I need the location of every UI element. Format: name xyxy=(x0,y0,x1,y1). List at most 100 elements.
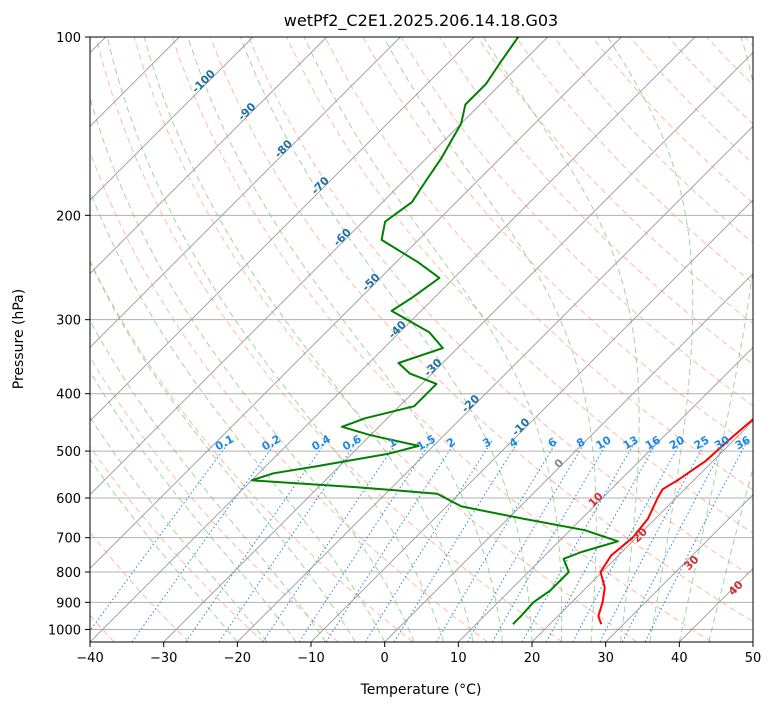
mixing-ratio-line xyxy=(572,440,683,642)
plot-frame xyxy=(89,36,754,643)
isotherm-line xyxy=(90,37,696,642)
mixing-ratio-label: 13 xyxy=(621,433,641,452)
dry-adiabat-line xyxy=(95,37,563,642)
moist-adiabat-line xyxy=(303,37,563,642)
moist-adiabat-line xyxy=(143,37,474,642)
mixing-ratio-label: 6 xyxy=(546,435,559,450)
x-tick-label: −30 xyxy=(150,651,177,666)
dry-adiabat-line xyxy=(133,37,638,642)
dry-adiabat-line xyxy=(90,531,190,642)
dry-adiabat-line xyxy=(591,37,753,204)
moist-adiabat-line xyxy=(90,416,268,642)
dry-adiabat-line xyxy=(90,356,339,642)
mixing-ratio-line xyxy=(131,440,278,642)
isotherm-line xyxy=(90,37,548,496)
dry-adiabat-line xyxy=(90,150,488,642)
dry-adiabat-line xyxy=(477,37,753,325)
isotherm-line xyxy=(752,641,753,642)
moist-adiabat-line xyxy=(607,37,694,642)
x-axis-label: Temperature (°C) xyxy=(360,682,482,698)
y-tick-label: 400 xyxy=(56,388,81,403)
x-tick-label: −40 xyxy=(76,651,103,666)
mixing-ratio-label: 0.2 xyxy=(260,432,283,453)
moist-adiabat-line xyxy=(708,466,753,642)
y-tick-label: 100 xyxy=(56,31,81,46)
moist-adiabat-line xyxy=(678,37,753,642)
moist-adiabat-line xyxy=(90,260,356,642)
profile-series xyxy=(250,37,753,625)
moist-adiabat-line xyxy=(187,37,503,642)
mixing-ratio-line xyxy=(545,440,659,642)
moist-adiabat-line xyxy=(90,319,327,642)
isotherm-label: -20 xyxy=(459,392,482,415)
dry-adiabat-line xyxy=(90,259,414,642)
mixing-ratio-label: 2 xyxy=(444,435,457,450)
x-tick-label: 40 xyxy=(671,651,688,666)
isotherm-line xyxy=(90,37,622,569)
mixing-ratio-label: 36 xyxy=(733,433,753,452)
moist-adiabat-line xyxy=(90,370,297,642)
dry-adiabats xyxy=(90,37,753,642)
y-tick-label: 700 xyxy=(56,532,81,547)
isotherm-line xyxy=(90,37,254,201)
moist-adiabat-line xyxy=(383,37,597,642)
isotherm-label: -60 xyxy=(331,226,354,249)
isotherm-label: -90 xyxy=(235,100,258,123)
y-tick-label: 800 xyxy=(56,566,81,581)
plot-area: -100-90-80-70-60-50-40-30-20-100.1 0.2 0.4… xyxy=(90,37,753,642)
isotherm-label: -30 xyxy=(421,356,444,379)
isotherm-line xyxy=(90,37,327,275)
isotherm-label: -50 xyxy=(359,270,382,293)
x-tick-label: 20 xyxy=(524,651,541,666)
dry-adiabat-line xyxy=(90,445,264,642)
dry-adiabat-line xyxy=(706,37,753,86)
y-axis: 1000 900 800 700 600 500 400 300 200 100 xyxy=(48,31,90,638)
mixing-ratio-label: 10 xyxy=(594,433,614,452)
moist-adiabat-line xyxy=(90,189,386,642)
dry-adiabat-line xyxy=(400,37,753,407)
dry-adiabat-line xyxy=(324,37,753,491)
mixing-ratio-label: 0.6 xyxy=(340,432,364,453)
temperature-line xyxy=(597,37,753,625)
wetbulb-label: 30 xyxy=(682,553,702,573)
x-tick-label: 30 xyxy=(597,651,614,666)
y-tick-label: 500 xyxy=(56,445,81,460)
isotherm-label: -80 xyxy=(272,137,295,160)
moist-adiabat-line xyxy=(239,37,533,642)
mixing-ratio-label: 8 xyxy=(574,435,587,450)
mixing-ratio-line xyxy=(491,440,609,642)
dry-adiabat-line xyxy=(248,37,753,578)
mixing-ratio-label: 0.1 xyxy=(213,432,236,453)
isotherm-line xyxy=(531,420,753,642)
dry-adiabat-line xyxy=(744,37,753,47)
moist-adiabats xyxy=(90,37,753,642)
mixing-ratio-label: 16 xyxy=(643,433,663,452)
mixing-ratio-line xyxy=(90,440,231,632)
mixing-ratio-line xyxy=(393,440,520,642)
wetbulb-label: 0 xyxy=(552,456,567,471)
x-axis: −40 −30 −20 −10 0 10 20 30 40 50 xyxy=(76,642,761,666)
x-tick-label: 50 xyxy=(745,651,762,666)
chart-title: wetPf2_C2E1.2025.206.14.18.G03 xyxy=(284,11,558,31)
mixing-ratio-line xyxy=(364,440,493,642)
isotherm-label: -70 xyxy=(309,174,332,197)
mixing-ratio-line xyxy=(467,440,587,642)
y-tick-label: 1000 xyxy=(48,623,81,638)
dry-adiabat-line xyxy=(515,37,753,284)
mixing-ratio-label: 20 xyxy=(667,433,687,452)
dry-adiabat-line xyxy=(668,37,753,125)
isotherm-line xyxy=(679,567,753,642)
isotherms xyxy=(90,37,753,642)
y-tick-label: 300 xyxy=(56,314,81,329)
isotherm-line xyxy=(310,199,753,642)
mixing-ratio-line xyxy=(521,440,637,642)
x-tick-label: −20 xyxy=(224,651,251,666)
isotherm-line xyxy=(605,494,753,642)
mixing-ratio-label: 1 xyxy=(386,435,399,450)
dry-adiabat-line xyxy=(629,37,753,165)
mixing-ratio-label: 30 xyxy=(712,433,732,452)
mixing-ratio-line xyxy=(325,440,457,642)
y-tick-label: 200 xyxy=(56,209,81,224)
mixing-ratio-label: 1.5 xyxy=(414,432,437,453)
